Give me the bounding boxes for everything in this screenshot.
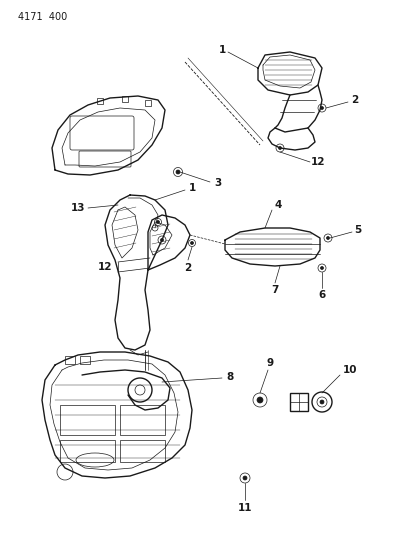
Text: 3: 3	[214, 178, 222, 188]
Bar	[120, 440, 165, 462]
Bar	[97, 98, 103, 104]
Text: 12: 12	[98, 262, 112, 272]
Circle shape	[279, 147, 282, 149]
Text: 13: 13	[71, 203, 85, 213]
Text: 10: 10	[343, 365, 357, 375]
Bar	[65, 356, 75, 364]
Circle shape	[326, 237, 330, 239]
Text: 12: 12	[311, 157, 325, 167]
Text: 9: 9	[266, 358, 273, 368]
Circle shape	[157, 221, 160, 223]
Text: 4: 4	[274, 200, 282, 210]
Circle shape	[160, 238, 164, 241]
Circle shape	[257, 397, 263, 403]
Circle shape	[321, 266, 324, 270]
Text: 1: 1	[218, 45, 226, 55]
Circle shape	[321, 107, 324, 109]
Text: 4171  400: 4171 400	[18, 12, 67, 22]
Bar	[290, 393, 308, 411]
Bar	[122, 96, 128, 102]
Text: 6: 6	[318, 290, 326, 300]
Circle shape	[320, 400, 324, 404]
Bar	[120, 405, 165, 435]
Text: 5: 5	[355, 225, 361, 235]
Circle shape	[176, 170, 180, 174]
Bar	[145, 100, 151, 106]
Bar	[60, 405, 115, 435]
Text: 1: 1	[188, 183, 195, 193]
Circle shape	[243, 476, 247, 480]
Circle shape	[191, 241, 193, 245]
Text: 11: 11	[238, 503, 252, 513]
Text: 2: 2	[184, 263, 192, 273]
Text: 2: 2	[351, 95, 359, 105]
Text: 8: 8	[226, 372, 234, 382]
Text: 7: 7	[271, 285, 279, 295]
Bar	[80, 356, 90, 364]
Bar	[60, 440, 115, 462]
